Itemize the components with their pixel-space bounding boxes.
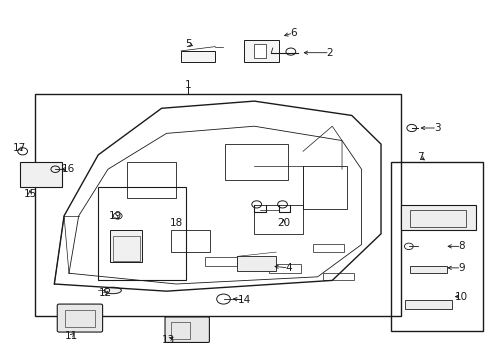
Text: 2: 2 [326,48,332,58]
Text: 12: 12 [99,288,112,298]
Bar [405,300,451,309]
Bar [254,44,266,58]
Text: 18: 18 [169,218,183,228]
Text: 7: 7 [416,152,423,162]
Text: 17: 17 [13,143,26,153]
Bar [181,51,215,62]
Text: 6: 6 [289,28,296,38]
Bar [390,162,483,330]
Bar [409,211,466,226]
Bar [312,244,344,252]
Ellipse shape [104,287,121,294]
Text: 20: 20 [276,218,289,228]
Bar [244,40,278,62]
Text: 1: 1 [185,80,191,90]
FancyBboxPatch shape [57,304,102,332]
Bar [268,264,300,273]
Bar [127,162,176,198]
Bar [205,257,237,266]
Bar [65,310,95,327]
Bar [171,321,189,338]
Bar [224,144,288,180]
Bar [237,256,276,271]
Text: 13: 13 [162,334,175,345]
Bar [113,235,140,261]
Text: 14: 14 [237,295,251,305]
Bar [35,94,400,316]
Text: 9: 9 [457,263,464,273]
Text: 4: 4 [285,263,291,273]
Text: 8: 8 [457,241,464,251]
Bar [98,187,185,280]
Bar [110,230,142,262]
Bar [400,205,475,230]
Bar [409,266,446,273]
Text: 16: 16 [61,164,75,174]
Text: 10: 10 [454,292,467,302]
Text: 3: 3 [433,123,440,133]
Bar [322,273,353,280]
Bar [20,162,61,187]
Text: 5: 5 [185,39,191,49]
Text: 15: 15 [23,189,37,199]
Bar [303,166,346,209]
Bar [171,230,210,252]
Text: 19: 19 [108,211,122,221]
Bar [254,205,303,234]
Text: 11: 11 [64,331,78,341]
FancyBboxPatch shape [164,317,209,342]
